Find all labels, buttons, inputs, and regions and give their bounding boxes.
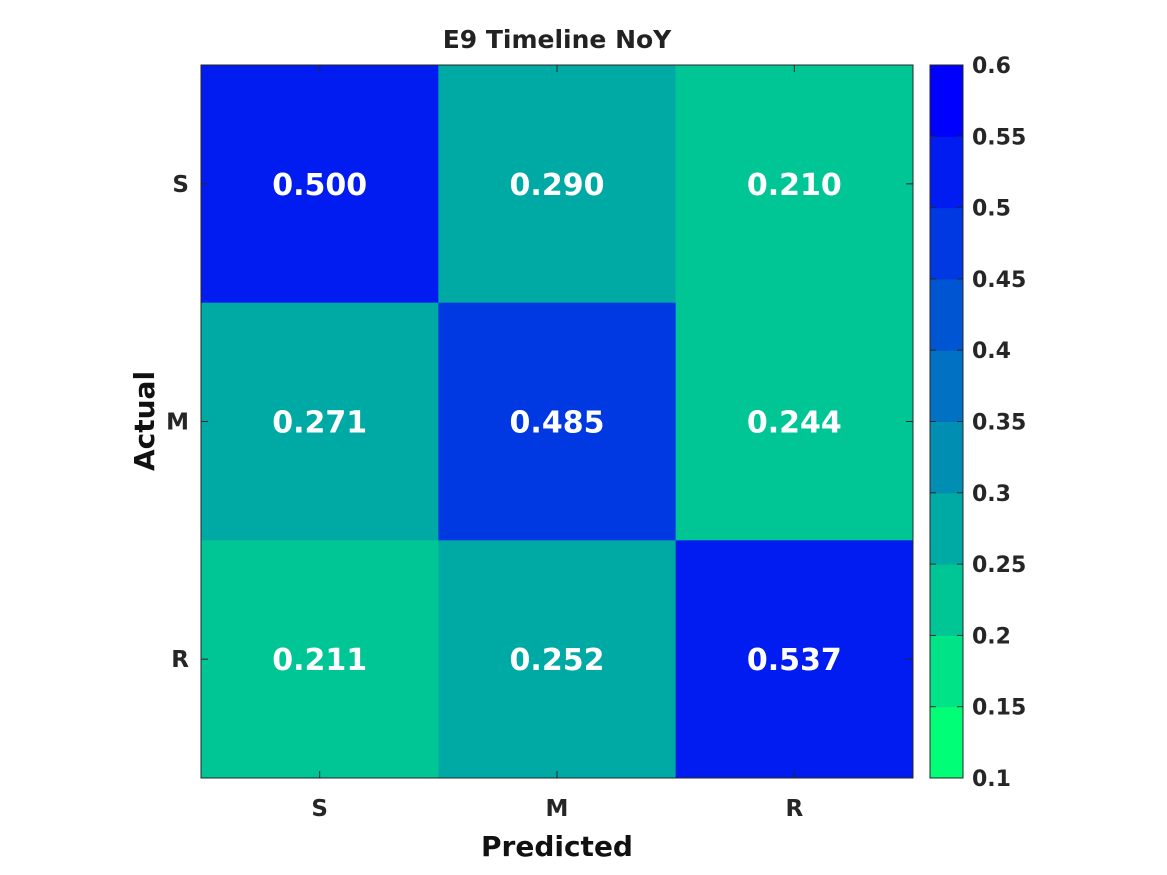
axis-ticks bbox=[201, 65, 913, 778]
cell-value-label: 0.252 bbox=[510, 643, 605, 678]
cell-value-label: 0.290 bbox=[510, 168, 605, 203]
colorbar-tick-label: 0.45 bbox=[972, 268, 1026, 293]
heatmap-cell-S-R bbox=[675, 65, 914, 304]
x-axis-label: Predicted bbox=[481, 830, 633, 863]
y-tick-label: S bbox=[172, 172, 189, 198]
colorbar-band bbox=[930, 207, 963, 280]
heatmap-cell-S-S bbox=[201, 65, 439, 304]
colorbar-tick-label: 0.25 bbox=[972, 553, 1026, 578]
colorbar-band bbox=[930, 350, 963, 422]
heatmap-cells bbox=[201, 65, 914, 779]
heatmap-cell-M-S bbox=[201, 302, 439, 541]
heatmap-cell-M-M bbox=[438, 302, 677, 541]
colorbar-band bbox=[930, 564, 963, 636]
heatmap-cell-labels: 0.500 0.290 0.210 0.271 0.485 0.244 0.211 0.252… bbox=[272, 168, 842, 678]
x-tick-label: S bbox=[311, 796, 328, 822]
chart-title: E9 Timeline NoY bbox=[443, 25, 672, 54]
y-tick-label: R bbox=[171, 647, 189, 673]
cell-value-label: 0.537 bbox=[747, 643, 842, 678]
colorbar-tick-label: 0.3 bbox=[972, 482, 1011, 507]
colorbar-tick-label: 0.5 bbox=[972, 197, 1011, 222]
y-axis-label: Actual bbox=[128, 371, 161, 471]
heatmap-cell-R-S bbox=[201, 540, 439, 779]
cell-value-label: 0.485 bbox=[510, 406, 605, 441]
y-axis-tick-labels: S M R bbox=[166, 172, 189, 673]
colorbar-tick-label: 0.4 bbox=[972, 339, 1011, 364]
colorbar-band bbox=[930, 65, 963, 137]
x-tick-label: R bbox=[785, 796, 803, 822]
cell-value-label: 0.210 bbox=[747, 168, 842, 203]
colorbar-band bbox=[930, 635, 963, 708]
colorbar-tick-label: 0.6 bbox=[972, 54, 1011, 79]
x-tick-label: M bbox=[546, 796, 569, 822]
colorbar-band bbox=[930, 706, 963, 779]
colorbar-tick-label: 0.1 bbox=[972, 767, 1011, 792]
colorbar-ticks bbox=[930, 64, 963, 779]
colorbar-band bbox=[930, 492, 963, 565]
colorbar-tick-label: 0.35 bbox=[972, 411, 1026, 436]
colorbar-tick-labels: 0.1 0.15 0.2 0.25 0.3 0.35 0.4 0.45 0.5 0.55 0.6 bbox=[972, 54, 1026, 792]
colorbar-tick-label: 0.55 bbox=[972, 125, 1026, 150]
cell-value-label: 0.271 bbox=[272, 406, 367, 441]
colorbar-tick-label: 0.15 bbox=[972, 696, 1026, 721]
heatmap-cell-R-M bbox=[438, 540, 677, 779]
colorbar-bands bbox=[930, 65, 963, 779]
heatmap-cell-M-R bbox=[675, 302, 914, 541]
cell-value-label: 0.211 bbox=[272, 643, 367, 678]
heatmap-cell-R-R bbox=[675, 540, 914, 779]
colorbar-band bbox=[930, 136, 963, 209]
cell-value-label: 0.244 bbox=[747, 406, 842, 441]
heatmap-cell-S-M bbox=[438, 65, 677, 304]
colorbar-band bbox=[930, 278, 963, 351]
colorbar-tick-label: 0.2 bbox=[972, 624, 1011, 649]
colorbar-band bbox=[930, 421, 963, 494]
y-tick-label: M bbox=[166, 410, 189, 436]
cell-value-label: 0.500 bbox=[272, 168, 367, 203]
